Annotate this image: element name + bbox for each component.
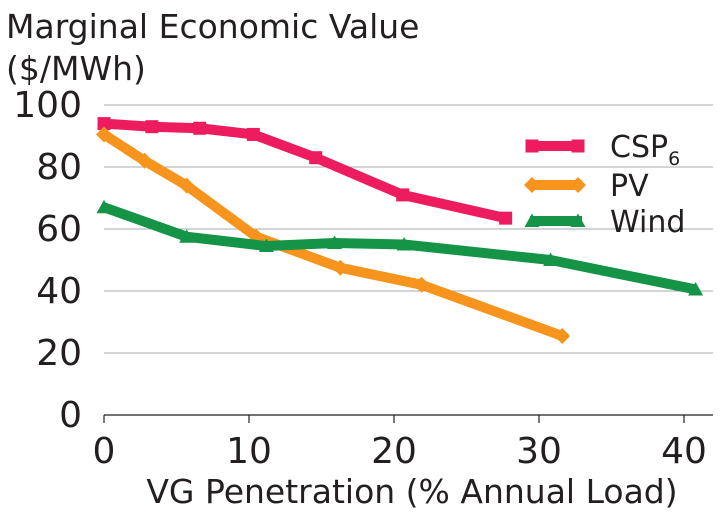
data-point-pv-6 (554, 327, 571, 344)
x-tick-label-0: 0 (93, 431, 116, 472)
data-point-wind-1 (179, 229, 195, 243)
axes: 0 20 40 60 80 100 0 10 20 30 40 (13, 85, 713, 472)
y-axis-label-line-2: ($/MWh) (6, 49, 146, 88)
x-tick-label-30: 30 (516, 431, 562, 472)
y-tick-label-0: 0 (59, 395, 82, 436)
y-tick-label-60: 60 (36, 209, 82, 250)
data-point-csp-5 (396, 188, 410, 202)
data-point-wind-2 (258, 238, 274, 253)
legend-label-pv: PV (610, 169, 649, 204)
legend-marker-left-wind (524, 213, 540, 227)
legend-marker-right-csp (571, 139, 585, 153)
data-point-wind-6 (688, 281, 704, 296)
legend-marker-right-wind (570, 213, 586, 227)
y-tick-label-40: 40 (36, 271, 82, 312)
y-axis-label-line-1: Marginal Economic Value (6, 7, 419, 46)
gridlines (104, 104, 713, 354)
data-point-csp-2 (193, 121, 207, 135)
data-point-pv-1 (136, 152, 153, 169)
legend-marker-right-pv (570, 177, 586, 193)
y-tick-label-80: 80 (36, 147, 82, 188)
data-point-wind-3 (327, 235, 343, 249)
data-point-csp-3 (246, 127, 260, 141)
legend-label-wind: Wind (610, 205, 685, 240)
data-point-pv-2 (178, 177, 195, 194)
data-point-csp-6 (499, 211, 513, 225)
data-point-csp-1 (145, 120, 159, 134)
data-point-wind-4 (396, 237, 412, 251)
data-point-pv-4 (332, 259, 349, 276)
legend-label-csp: CSP6 (610, 130, 680, 170)
data-point-csp-0 (97, 117, 111, 131)
x-tick-label-20: 20 (371, 431, 417, 472)
x-tick-label-40: 40 (661, 431, 707, 472)
data-point-pv-5 (413, 276, 430, 293)
x-axis-label: VG Penetration (% Annual Load) (146, 472, 677, 511)
y-tick-label-20: 20 (36, 333, 82, 374)
data-point-pv-0 (96, 126, 112, 143)
series-lines (96, 117, 704, 344)
legend-marker-left-pv (524, 177, 540, 193)
legend-label-subscript-csp: 6 (668, 148, 680, 170)
y-tick-label-100: 100 (13, 85, 82, 126)
data-point-csp-4 (309, 151, 323, 165)
data-point-wind-0 (96, 199, 112, 214)
data-point-wind-5 (543, 252, 559, 266)
legend-marker-left-csp (525, 139, 539, 153)
x-tick-label-10: 10 (226, 431, 272, 472)
